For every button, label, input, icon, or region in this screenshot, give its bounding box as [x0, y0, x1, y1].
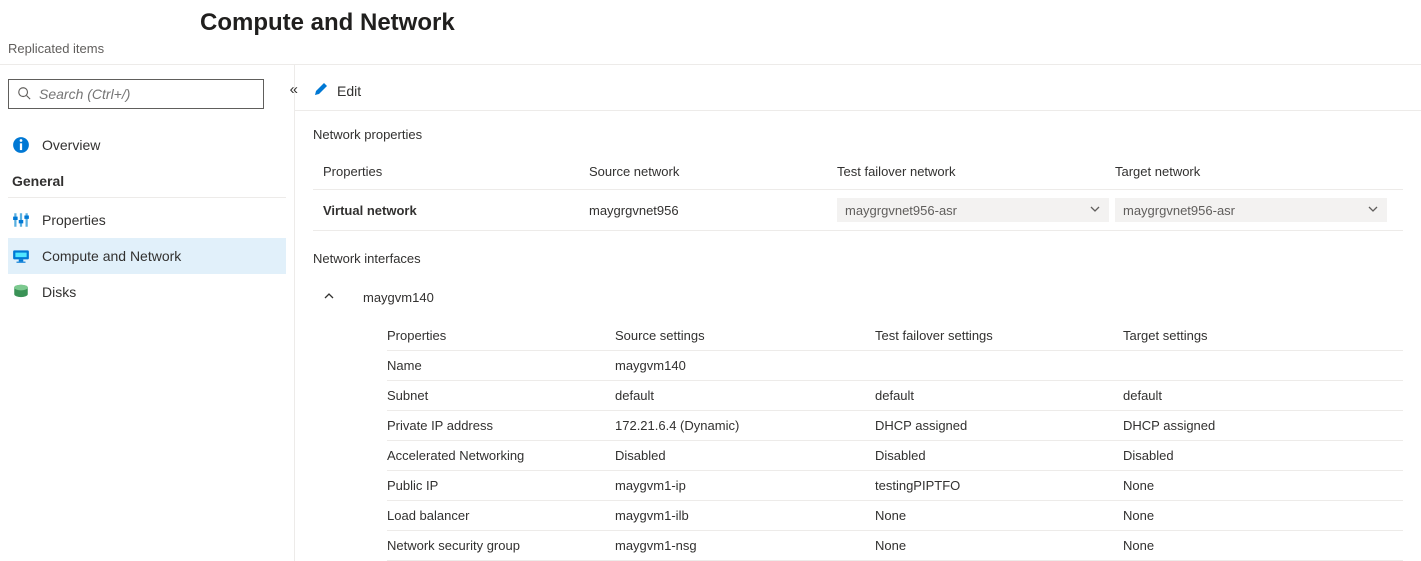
nic-tf: Disabled	[875, 448, 1123, 463]
page-title: Compute and Network	[0, 0, 1421, 41]
sidebar-item-properties[interactable]: Properties	[8, 202, 286, 238]
nic-tf: testingPIPTFO	[875, 478, 1123, 493]
main-content: Edit Network properties Properties Sourc…	[295, 65, 1421, 561]
row-source: maygrgvnet956	[589, 203, 837, 218]
nic-prop: Public IP	[387, 478, 615, 493]
sidebar-group-general: General	[8, 163, 286, 198]
nic-target: Disabled	[1123, 448, 1323, 463]
chevron-up-icon	[323, 290, 363, 305]
nic-row: Name maygvm140	[387, 351, 1403, 381]
nic-tf: default	[875, 388, 1123, 403]
header-source: Source network	[589, 164, 837, 179]
nic-tf: DHCP assigned	[875, 418, 1123, 433]
nic-source: Disabled	[615, 448, 875, 463]
nic-tf: None	[875, 538, 1123, 553]
nic-source: maygvm1-nsg	[615, 538, 875, 553]
network-properties-table: Properties Source network Test failover …	[313, 154, 1403, 231]
header-properties: Properties	[323, 164, 589, 179]
edit-button[interactable]: Edit	[313, 81, 361, 100]
row-label: Virtual network	[323, 203, 589, 218]
nic-prop: Accelerated Networking	[387, 448, 615, 463]
sidebar-item-overview[interactable]: Overview	[8, 127, 286, 163]
nic-row: Private IP address 172.21.6.4 (Dynamic) …	[387, 411, 1403, 441]
nic-row: Network security group maygvm1-nsg None …	[387, 531, 1403, 561]
nic-target: default	[1123, 388, 1323, 403]
dropdown-value: maygrgvnet956-asr	[845, 203, 957, 218]
nic-prop: Name	[387, 358, 615, 373]
nic-tf: None	[875, 508, 1123, 523]
network-properties-title: Network properties	[313, 127, 1403, 142]
nic-header-target: Target settings	[1123, 328, 1323, 343]
nic-prop: Private IP address	[387, 418, 615, 433]
nic-prop: Subnet	[387, 388, 615, 403]
header-test-failover: Test failover network	[837, 164, 1115, 179]
interface-expand-toggle[interactable]: maygvm140	[323, 280, 1403, 315]
nic-row: Public IP maygvm1-ip testingPIPTFO None	[387, 471, 1403, 501]
header-target: Target network	[1115, 164, 1393, 179]
compute-network-icon	[12, 247, 30, 265]
table-header-row: Properties Source network Test failover …	[313, 154, 1403, 190]
sidebar-item-label: Compute and Network	[42, 248, 181, 264]
nic-source: default	[615, 388, 875, 403]
breadcrumb[interactable]: Replicated items	[0, 41, 1421, 64]
sidebar-item-disks[interactable]: Disks	[8, 274, 286, 310]
nic-source: 172.21.6.4 (Dynamic)	[615, 418, 875, 433]
info-icon	[12, 136, 30, 154]
sidebar-item-label: Properties	[42, 212, 106, 228]
toolbar: Edit	[295, 65, 1421, 111]
properties-icon	[12, 211, 30, 229]
network-interfaces-title: Network interfaces	[313, 251, 1403, 266]
test-failover-network-dropdown[interactable]: maygrgvnet956-asr	[837, 198, 1109, 222]
target-network-dropdown[interactable]: maygrgvnet956-asr	[1115, 198, 1387, 222]
nic-header-test-failover: Test failover settings	[875, 328, 1123, 343]
nic-source: maygvm1-ip	[615, 478, 875, 493]
nic-target: DHCP assigned	[1123, 418, 1323, 433]
search-box[interactable]	[8, 79, 264, 109]
sidebar: « Overview General Properties	[0, 65, 295, 561]
chevron-down-icon	[1089, 203, 1101, 218]
nic-target: None	[1123, 508, 1323, 523]
nic-target: None	[1123, 538, 1323, 553]
nic-prop: Network security group	[387, 538, 615, 553]
sidebar-item-compute-network[interactable]: Compute and Network	[8, 238, 286, 274]
nic-header-row: Properties Source settings Test failover…	[387, 321, 1403, 351]
nic-source: maygvm140	[615, 358, 875, 373]
edit-icon	[313, 81, 337, 100]
table-row: Virtual network maygrgvnet956 maygrgvnet…	[313, 190, 1403, 231]
nic-header-properties: Properties	[387, 328, 615, 343]
sidebar-item-label: Overview	[42, 137, 100, 153]
interface-name: maygvm140	[363, 290, 434, 305]
nic-row: Load balancer maygvm1-ilb None None	[387, 501, 1403, 531]
nic-prop: Load balancer	[387, 508, 615, 523]
search-input[interactable]	[31, 86, 255, 102]
collapse-sidebar-button[interactable]: «	[290, 81, 298, 98]
nic-row: Subnet default default default	[387, 381, 1403, 411]
nic-row: Accelerated Networking Disabled Disabled…	[387, 441, 1403, 471]
nic-target: None	[1123, 478, 1323, 493]
edit-label: Edit	[337, 83, 361, 99]
search-icon	[17, 86, 31, 103]
disks-icon	[12, 283, 30, 301]
nic-header-source: Source settings	[615, 328, 875, 343]
nic-source: maygvm1-ilb	[615, 508, 875, 523]
dropdown-value: maygrgvnet956-asr	[1123, 203, 1235, 218]
nic-table: Properties Source settings Test failover…	[387, 321, 1403, 561]
chevron-down-icon	[1367, 203, 1379, 218]
sidebar-item-label: Disks	[42, 284, 76, 300]
